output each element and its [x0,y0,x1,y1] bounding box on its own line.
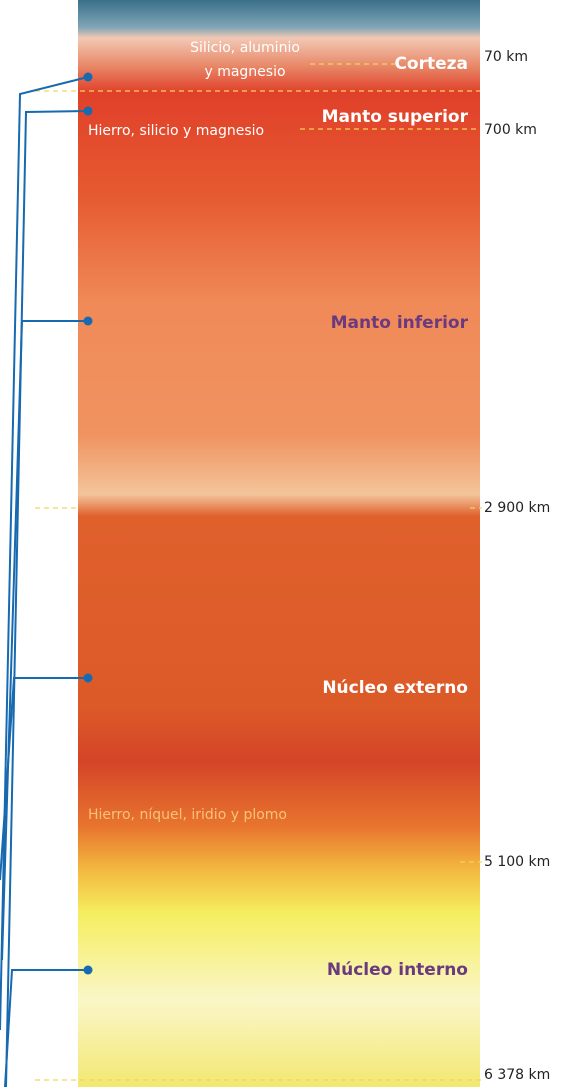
pointer-lines [0,76,89,1087]
layer-name: Corteza [394,54,468,74]
layer-name: Manto superior [322,107,469,127]
composition: y magnesio [204,64,285,80]
composition: Hierro, silicio y magnesio [88,123,264,139]
layer-name: Manto inferior [331,313,469,333]
earth-column [78,0,480,1087]
depth-label: 700 km [484,122,537,138]
depth-label: 2 900 km [484,500,550,516]
layer-name: Núcleo interno [327,960,468,980]
depth-label: 6 378 km [484,1067,550,1083]
boundary-lines [35,63,482,1081]
layer-name: Núcleo externo [322,678,468,698]
composition: Silicio, aluminio [190,40,300,56]
depth-label: 70 km [484,49,528,65]
pointer-dots [83,72,93,975]
depth-label: 5 100 km [484,854,550,870]
composition: Hierro, níquel, iridio y plomo [88,807,287,823]
